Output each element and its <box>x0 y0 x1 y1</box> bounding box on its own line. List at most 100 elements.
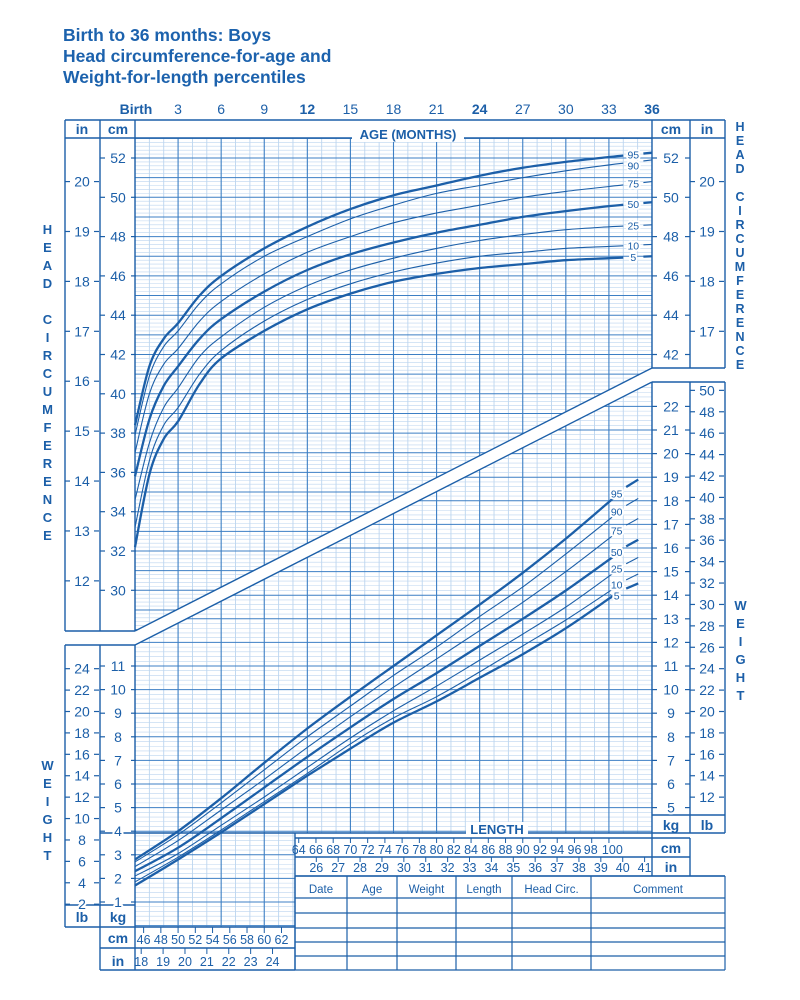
table-cell[interactable] <box>457 943 511 955</box>
y-tick-weight-lb-right: 36 <box>699 532 715 548</box>
x-tick-length-in: 19 <box>156 955 170 969</box>
y-tick-weight-kg-right: 13 <box>663 611 679 627</box>
percentile-curve-end-95 <box>643 151 653 155</box>
table-cell[interactable] <box>348 914 396 927</box>
x-axis-title-length: LENGTH <box>470 822 523 837</box>
y-tick-weight-lb-right: 30 <box>699 596 715 612</box>
y-tick-head-in: 18 <box>74 273 90 289</box>
y-tick-weight-lb: 6 <box>78 853 86 869</box>
y-tick-head-cm: 40 <box>110 386 126 402</box>
unit-in-right: in <box>701 121 713 137</box>
percentile-label-10: 10 <box>627 240 639 252</box>
x-tick-length-cm: 100 <box>602 843 623 857</box>
y-tick-head-cm: 50 <box>110 189 126 205</box>
x-tick-length-cm: 84 <box>464 843 478 857</box>
y-tick-weight-lb-right: 24 <box>699 661 715 677</box>
table-cell[interactable] <box>296 914 346 927</box>
x-tick-length-cm: 90 <box>516 843 530 857</box>
table-cell[interactable] <box>398 914 455 927</box>
x-tick-length-in: 18 <box>134 955 148 969</box>
percentile-curve-5 <box>133 256 624 548</box>
x-tick-length-in: 41 <box>638 861 652 875</box>
percentile-curve-end-5 <box>625 582 639 590</box>
y-tick-weight-kg: 7 <box>114 752 122 768</box>
y-tick-weight-lb: 10 <box>74 811 90 827</box>
x-tick-length-cm: 94 <box>550 843 564 857</box>
x-tick-age: 24 <box>472 101 488 117</box>
y-tick-weight-lb: 20 <box>74 704 90 720</box>
y-tick-weight-kg: 2 <box>114 870 122 886</box>
percentile-curves <box>133 151 653 887</box>
y-tick-weight-lb-right: 22 <box>699 682 715 698</box>
axis-labels: Date Age Weight Length Head Circ. Comment Birt… <box>65 101 724 969</box>
x-tick-length-cm: 66 <box>309 843 323 857</box>
table-cell[interactable] <box>296 929 346 941</box>
y-tick-weight-kg: 8 <box>114 729 122 745</box>
y-tick-weight-lb-right: 14 <box>699 768 715 784</box>
unit-kg-right: kg <box>663 817 679 833</box>
y-tick-weight-lb-right: 16 <box>699 746 715 762</box>
y-tick-weight-lb-right: 32 <box>699 575 715 591</box>
percentile-curve-25 <box>134 225 624 501</box>
title-line-3: Weight-for-length percentiles <box>63 67 306 87</box>
table-cell[interactable] <box>348 899 396 912</box>
x-tick-length-in: 35 <box>506 861 520 875</box>
label-background <box>352 126 464 142</box>
percentile-curve-95 <box>134 497 614 861</box>
table-cell[interactable] <box>398 899 455 912</box>
percentile-label-25: 25 <box>627 221 639 233</box>
x-tick-age: 27 <box>515 101 531 117</box>
x-tick-length-in: 26 <box>309 861 323 875</box>
table-cell[interactable] <box>398 943 455 955</box>
y-tick-weight-kg-right: 15 <box>663 564 679 580</box>
y-tick-head-in: 16 <box>74 373 90 389</box>
y-tick-weight-lb-right: 40 <box>699 489 715 505</box>
y-tick-weight-kg-right: 9 <box>667 705 675 721</box>
x-tick-age: 3 <box>174 101 182 117</box>
table-cell[interactable] <box>592 943 724 955</box>
table-cell[interactable] <box>296 899 346 912</box>
table-cell[interactable] <box>592 914 724 927</box>
unit-cm-right: cm <box>661 121 681 137</box>
y-tick-weight-lb: 4 <box>78 875 86 891</box>
percentile-curve-25 <box>134 573 614 877</box>
x-tick-length-cm: 56 <box>223 933 237 947</box>
table-cell[interactable] <box>348 943 396 955</box>
percentile-curve-end-10 <box>625 573 639 581</box>
y-tick-head-cm: 52 <box>110 150 126 166</box>
unit-cm-length: cm <box>661 840 681 856</box>
table-cell[interactable] <box>513 929 590 941</box>
y-tick-weight-kg-right: 22 <box>663 398 679 414</box>
table-header-date: Date <box>309 884 333 896</box>
y-tick-weight-lb: 2 <box>78 896 86 912</box>
percentile-curve-end-50 <box>625 538 639 548</box>
y-tick-head-in-right: 20 <box>699 174 715 190</box>
x-tick-length-cm: 58 <box>240 933 254 947</box>
table-cell[interactable] <box>296 943 346 955</box>
y-tick-head-in-right: 18 <box>699 273 715 289</box>
y-tick-weight-lb: 22 <box>74 682 90 698</box>
percentile-curve-50 <box>133 203 624 477</box>
table-cell[interactable] <box>513 914 590 927</box>
y-tick-weight-kg-right: 21 <box>663 422 679 438</box>
percentile-label-50: 50 <box>627 199 639 211</box>
table-header-length: Length <box>466 884 501 896</box>
table-cell[interactable] <box>457 929 511 941</box>
table-cell[interactable] <box>513 943 590 955</box>
x-tick-age: 12 <box>300 101 316 117</box>
table-cell[interactable] <box>592 899 724 912</box>
table-cell[interactable] <box>513 899 590 912</box>
x-tick-length-in: 31 <box>419 861 433 875</box>
title-line-2: Head circumference-for-age and <box>63 46 332 66</box>
table-cell[interactable] <box>457 899 511 912</box>
y-tick-weight-kg-right: 14 <box>663 587 679 603</box>
table-cell[interactable] <box>398 929 455 941</box>
table-cell[interactable] <box>348 929 396 941</box>
x-tick-age: 33 <box>601 101 617 117</box>
table-cell[interactable] <box>592 929 724 941</box>
table-cell[interactable] <box>457 914 511 927</box>
y-tick-weight-kg-right: 17 <box>663 516 679 532</box>
percentile-curve-90 <box>134 516 614 863</box>
table-header-comment: Comment <box>633 884 684 896</box>
percentile-curve-end-75 <box>625 518 639 526</box>
